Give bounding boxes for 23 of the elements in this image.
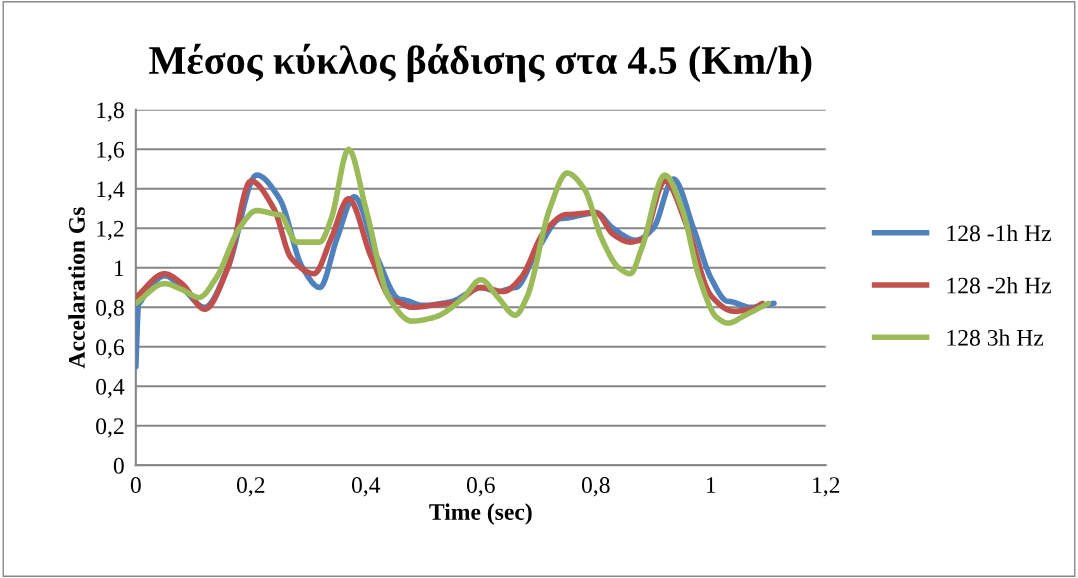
chart-title: Μέσος κύκλος βάδισης στα 4.5 (Km/h)	[149, 43, 812, 83]
legend-label: 128 -1h Hz	[947, 224, 1051, 242]
x-tick-label: 0,2	[236, 477, 265, 497]
y-tick-label: 0,4	[96, 378, 125, 399]
y-tick-label: 1	[114, 260, 124, 276]
y-tick-label: 1,6	[97, 141, 125, 162]
x-tick-label: 0,4	[351, 477, 381, 497]
x-tick-label: 0	[130, 477, 141, 494]
x-tick-label: 1	[706, 477, 716, 493]
y-tick-label: 1,8	[97, 102, 124, 122]
x-tick-label: 0,8	[581, 477, 610, 497]
y-tick-label: 0,2	[96, 418, 124, 438]
legend-label: 128 -2h Hz	[947, 276, 1051, 294]
x-tick-label: 1,2	[813, 477, 840, 497]
y-tick-label: 1,2	[97, 220, 124, 241]
x-tick-label: 0,6	[466, 477, 495, 497]
y-tick-label: 0	[113, 457, 124, 474]
legend-label: 128 3h Hz	[947, 329, 1044, 346]
y-tick-label: 0,8	[96, 299, 124, 320]
y-axis-title: Accelaration Gs	[68, 207, 85, 369]
y-tick-label: 1,4	[97, 181, 125, 201]
y-tick-label: 0,6	[96, 339, 125, 359]
x-axis-title: Time (sec)	[429, 503, 532, 525]
